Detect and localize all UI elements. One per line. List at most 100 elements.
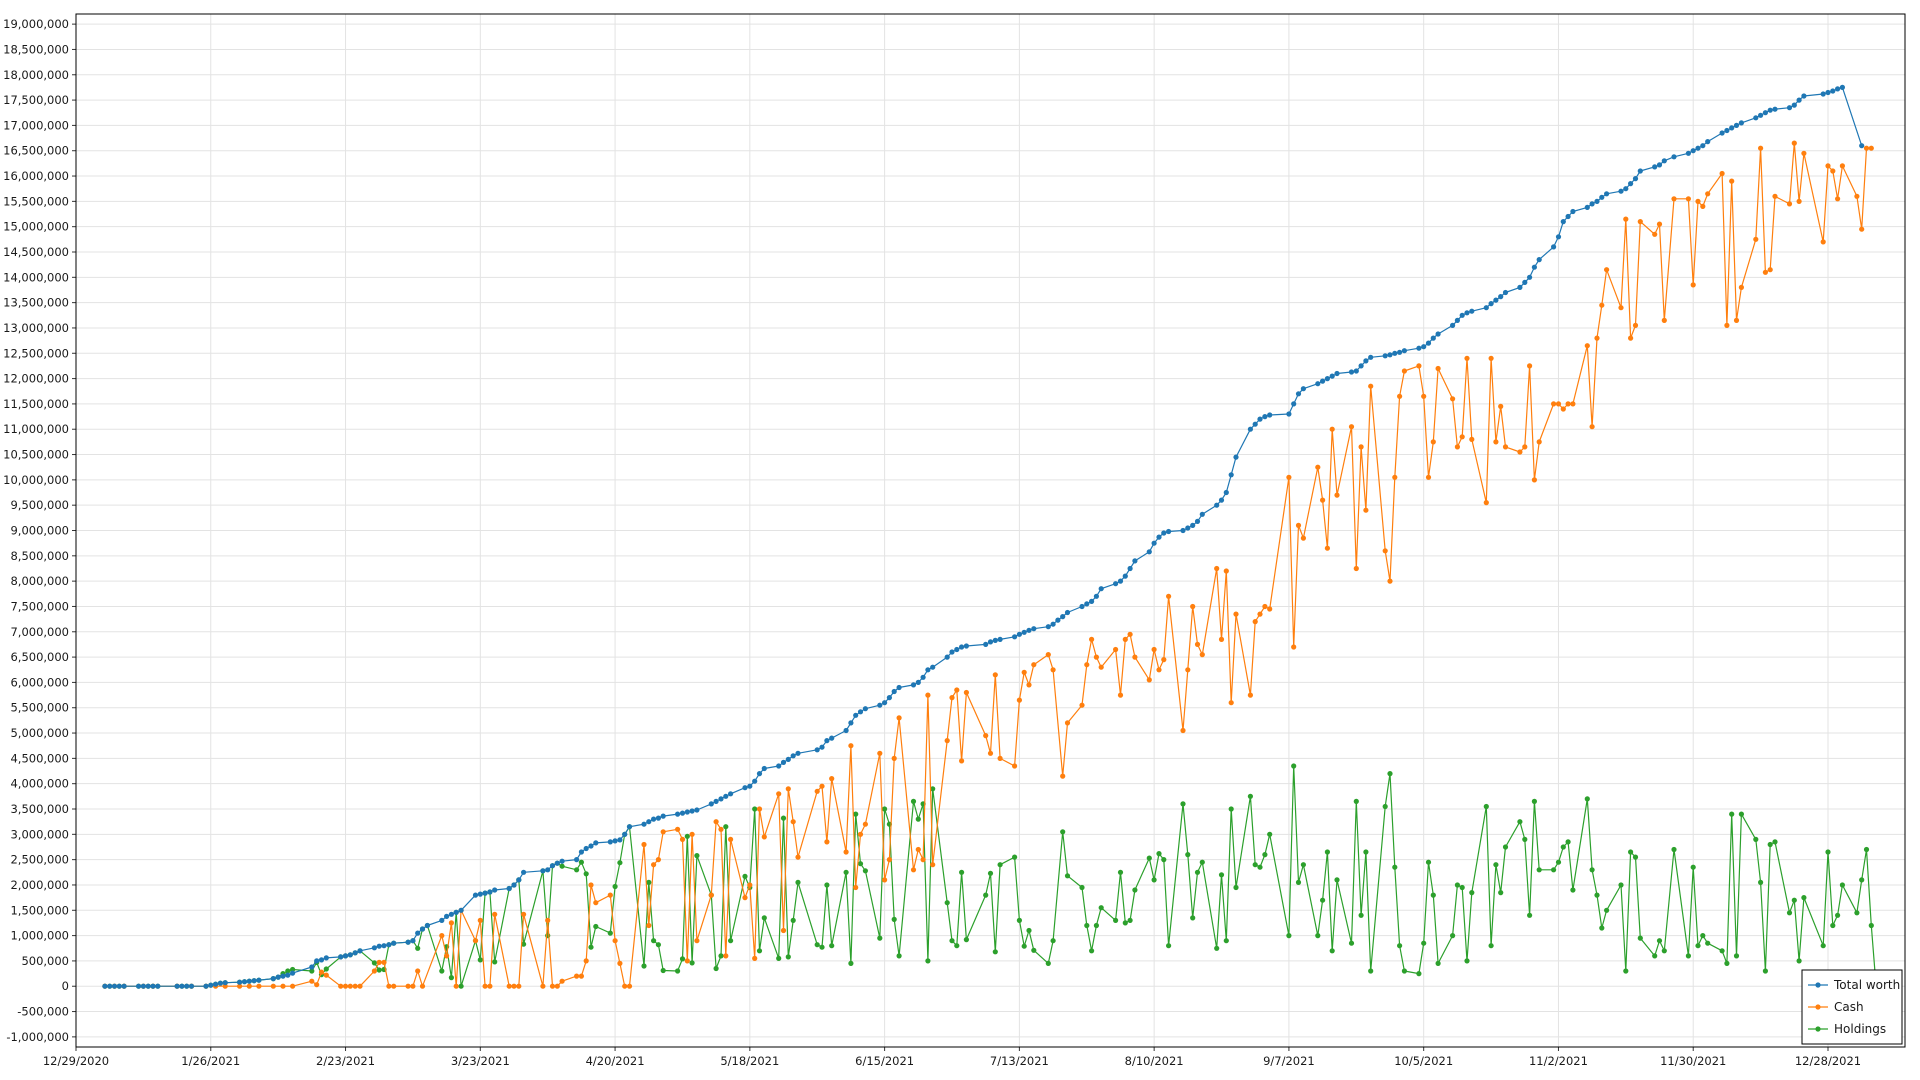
data-point-total-worth — [1286, 411, 1292, 417]
data-point-holdings — [1180, 801, 1186, 807]
data-point-total-worth — [1839, 84, 1845, 90]
data-point-holdings — [1397, 943, 1403, 949]
data-point-holdings — [578, 859, 585, 865]
data-point-holdings — [607, 930, 613, 936]
data-point-cash — [925, 692, 931, 698]
data-point-cash — [920, 857, 926, 863]
data-point-holdings — [1729, 811, 1735, 817]
x-tick-label: 2/23/2021 — [316, 1054, 375, 1068]
data-point-holdings — [1194, 869, 1201, 875]
data-point-total-worth — [1758, 112, 1764, 118]
data-point-cash — [1594, 335, 1600, 341]
data-point-total-worth — [1724, 127, 1730, 134]
data-point-cash — [1604, 267, 1610, 273]
data-point-holdings — [415, 945, 421, 951]
data-point-holdings — [1830, 922, 1836, 929]
data-point-total-worth — [824, 738, 830, 744]
data-point-cash — [1190, 603, 1196, 610]
data-point-total-worth — [882, 700, 888, 706]
data-point-holdings — [1859, 877, 1865, 883]
data-point-holdings — [1637, 935, 1643, 941]
data-point-total-worth — [270, 976, 276, 982]
data-point-cash — [1719, 170, 1725, 177]
data-point-holdings — [689, 960, 695, 966]
data-point-holdings — [1233, 884, 1239, 891]
data-point-total-worth — [554, 860, 560, 866]
data-point-cash — [1180, 727, 1186, 734]
data-point-total-worth — [1228, 472, 1234, 478]
data-point-cash — [780, 927, 787, 934]
data-point-total-worth — [1522, 279, 1528, 285]
data-point-holdings — [1700, 933, 1706, 939]
data-point-total-worth — [222, 980, 228, 986]
x-tick-label: 4/20/2021 — [586, 1054, 645, 1068]
data-point-holdings — [694, 853, 700, 859]
data-point-total-worth — [1859, 143, 1865, 149]
data-point-cash — [521, 911, 527, 917]
data-point-cash — [1671, 196, 1677, 202]
data-point-holdings — [1267, 831, 1273, 837]
data-point-total-worth — [790, 753, 796, 759]
data-point-total-worth — [780, 759, 787, 766]
data-point-total-worth — [910, 682, 917, 688]
data-point-holdings — [1291, 763, 1297, 769]
data-point-total-worth — [1652, 164, 1658, 170]
data-point-holdings — [1604, 907, 1610, 913]
data-point-cash — [318, 969, 325, 975]
data-point-holdings — [829, 943, 835, 949]
data-point-cash — [1233, 611, 1239, 617]
legend-label-total-worth: Total worth — [1833, 978, 1900, 992]
y-tick-label: 18,500,000 — [3, 42, 69, 56]
data-point-holdings — [1483, 803, 1489, 810]
data-point-cash — [708, 892, 714, 898]
data-point-total-worth — [1719, 130, 1725, 136]
data-point-cash — [655, 857, 662, 863]
data-point-cash — [386, 983, 392, 989]
data-point-holdings — [1199, 859, 1205, 865]
data-point-total-worth — [1488, 301, 1494, 307]
data-point-holdings — [910, 798, 917, 805]
data-point-holdings — [1031, 947, 1037, 953]
data-point-holdings — [1324, 849, 1330, 855]
data-point-holdings — [641, 963, 647, 969]
data-point-cash — [1012, 763, 1018, 769]
data-point-cash — [1161, 657, 1167, 663]
data-point-total-worth — [1565, 213, 1571, 220]
data-point-holdings — [323, 966, 329, 972]
data-point-holdings — [848, 960, 854, 967]
data-point-cash — [713, 819, 719, 825]
data-point-cash — [1661, 317, 1667, 323]
y-tick-label: 6,000,000 — [10, 675, 69, 689]
data-point-total-worth — [843, 727, 849, 734]
data-point-holdings — [949, 938, 955, 944]
data-point-holdings — [1690, 864, 1696, 870]
data-point-holdings — [1127, 917, 1133, 924]
x-tick-label: 11/30/2021 — [1660, 1054, 1726, 1068]
data-point-total-worth — [179, 983, 185, 989]
data-point-total-worth — [1214, 502, 1220, 508]
data-point-cash — [1050, 667, 1056, 673]
data-point-holdings — [983, 892, 989, 898]
data-point-cash — [1320, 497, 1326, 503]
data-point-cash — [270, 983, 276, 989]
data-point-total-worth — [1830, 88, 1836, 94]
data-point-cash — [790, 819, 796, 825]
data-point-cash — [290, 983, 296, 989]
data-point-total-worth — [679, 810, 686, 816]
data-point-cash — [641, 841, 647, 848]
data-point-holdings — [1228, 806, 1234, 812]
data-point-cash — [896, 715, 902, 721]
data-point-cash — [477, 917, 483, 924]
data-point-cash — [1801, 150, 1807, 156]
data-point-holdings — [617, 860, 623, 866]
data-point-cash — [761, 834, 767, 840]
data-point-total-worth — [1132, 558, 1138, 564]
data-point-total-worth — [1368, 354, 1374, 360]
data-point-holdings — [1839, 882, 1845, 888]
data-point-total-worth — [208, 982, 214, 988]
data-point-holdings — [521, 941, 527, 947]
data-point-total-worth — [251, 978, 257, 984]
data-point-cash — [1502, 444, 1509, 450]
data-point-holdings — [1594, 892, 1600, 898]
data-point-total-worth — [1113, 581, 1119, 587]
